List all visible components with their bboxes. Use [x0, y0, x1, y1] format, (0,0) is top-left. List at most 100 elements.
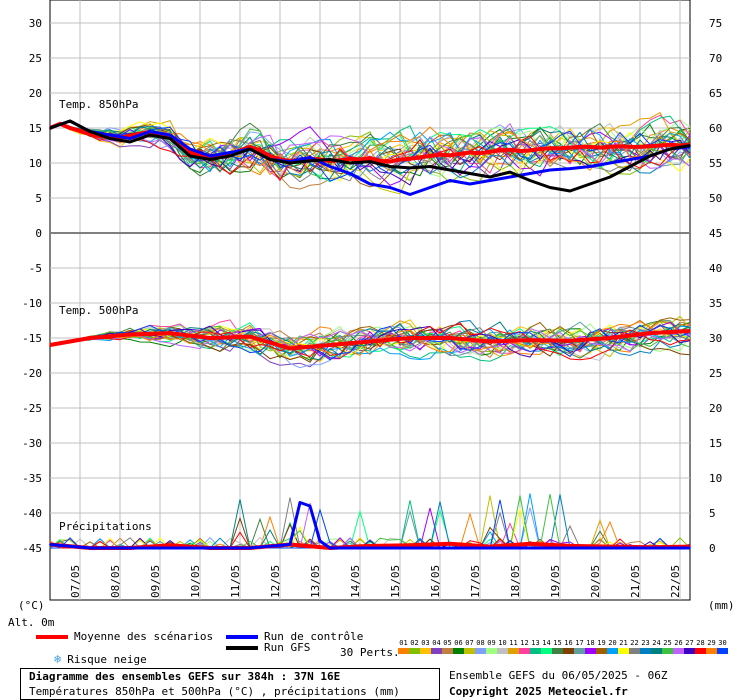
x-date-tick: 16/05 — [429, 565, 442, 598]
series-point — [249, 148, 251, 150]
series-point — [569, 146, 571, 149]
pert-key-swatch — [563, 648, 574, 654]
series-point — [329, 547, 331, 549]
series-point — [489, 179, 491, 182]
pert-key-swatch — [684, 648, 695, 654]
series-point — [469, 183, 471, 185]
series-point — [389, 165, 391, 168]
series-point — [489, 151, 491, 153]
pert-key-item: 26 — [673, 639, 684, 654]
series-point — [129, 137, 131, 140]
pert-key-item: 01 — [398, 639, 409, 654]
series-point — [249, 335, 251, 338]
series-point — [529, 547, 531, 549]
series-point — [499, 149, 501, 152]
series-point — [549, 186, 551, 189]
series-point — [609, 547, 611, 549]
chart-axes: 302520151050-5-10-15-20-25-30-35-40-4575… — [22, 17, 722, 598]
y-right-tick: 75 — [709, 17, 722, 30]
snowflake-icon: ❄ — [54, 652, 62, 666]
y-right-tick: 70 — [709, 52, 722, 65]
series-point — [609, 162, 611, 164]
series-point — [129, 134, 131, 137]
series-point — [519, 150, 521, 152]
legend-snow: ❄ Risque neige — [54, 652, 147, 666]
x-date-tick: 12/05 — [269, 565, 282, 598]
y-right-tick: 60 — [709, 122, 722, 135]
pert-key-swatch — [497, 648, 508, 654]
pert-line-500 — [49, 321, 691, 357]
pert-key-item: 27 — [684, 639, 695, 654]
series-point — [369, 183, 371, 185]
pert-line-500 — [49, 325, 691, 359]
series-point — [649, 145, 651, 147]
pert-key-swatch — [541, 648, 552, 654]
pert-key-swatch — [486, 648, 497, 654]
series-point — [369, 340, 371, 343]
series-point — [189, 148, 191, 150]
series-point — [609, 176, 611, 178]
pert-key-swatch — [662, 648, 673, 654]
y-right-unit: (mm) — [708, 599, 735, 612]
pert-key-number: 12 — [520, 639, 529, 647]
x-date-tick: 15/05 — [389, 565, 402, 598]
series-point — [269, 155, 271, 157]
series-point — [229, 151, 231, 154]
pert-key-item: 25 — [662, 639, 673, 654]
legend-control-swatch — [226, 635, 258, 639]
pert-key-swatch — [717, 648, 728, 654]
main-series-lines — [49, 119, 691, 550]
pert-key-item: 08 — [475, 639, 486, 654]
series-line — [49, 501, 690, 550]
series-point — [479, 152, 481, 154]
pert-line-850 — [49, 118, 691, 178]
series-point — [309, 156, 311, 159]
series-point — [89, 337, 91, 339]
pert-key-number: 16 — [564, 639, 573, 647]
pert-line-500 — [49, 323, 691, 357]
y-left-tick: -45 — [22, 542, 42, 555]
series-point — [549, 147, 551, 150]
x-date-tick: 20/05 — [589, 565, 602, 598]
series-point — [609, 146, 611, 148]
pert-key-item: 07 — [464, 639, 475, 654]
series-point — [229, 155, 231, 157]
series-point — [449, 179, 451, 182]
pert-key-number: 27 — [685, 639, 694, 647]
pert-key-number: 10 — [498, 639, 507, 647]
pert-key-number: 17 — [575, 639, 584, 647]
series-point — [149, 134, 151, 136]
series-point — [349, 172, 351, 175]
series-point — [409, 158, 411, 160]
pert-key-swatch — [706, 648, 717, 654]
y-right-tick: 50 — [709, 192, 722, 205]
series-point — [469, 172, 471, 175]
pert-key-swatch — [552, 648, 563, 654]
pert-key-item: 14 — [541, 639, 552, 654]
chart-grid — [49, 0, 691, 601]
series-point — [379, 160, 381, 162]
y-left-tick: -15 — [22, 332, 42, 345]
legend-gfs: Run GFS — [226, 641, 310, 654]
series-point — [429, 155, 431, 157]
series-point — [409, 337, 411, 339]
series-point — [389, 160, 391, 163]
footer-subtitle: Températures 850hPa et 500hPa (°C) , pré… — [29, 685, 400, 698]
pert-key-swatch — [629, 648, 640, 654]
y-right-tick: 30 — [709, 332, 722, 345]
series-point — [509, 148, 511, 151]
pert-key-swatch — [530, 648, 541, 654]
series-point — [329, 158, 331, 161]
pert-key-number: 06 — [454, 639, 463, 647]
series-point — [189, 155, 191, 157]
x-date-tick: 21/05 — [629, 565, 642, 598]
run-label: Ensemble GEFS du 06/05/2025 - 06Z — [449, 669, 668, 682]
series-point — [409, 544, 411, 546]
perturbation-key: 01 02 03 04 05 06 07 08 09 10 11 12 13 14 15 16 17 18 19 20… — [398, 639, 734, 659]
series-point — [289, 543, 291, 546]
series-point — [189, 151, 191, 154]
series-point — [589, 146, 591, 148]
pert-key-item: 15 — [552, 639, 563, 654]
y-left-tick: -20 — [22, 367, 42, 380]
series-point — [689, 330, 691, 332]
